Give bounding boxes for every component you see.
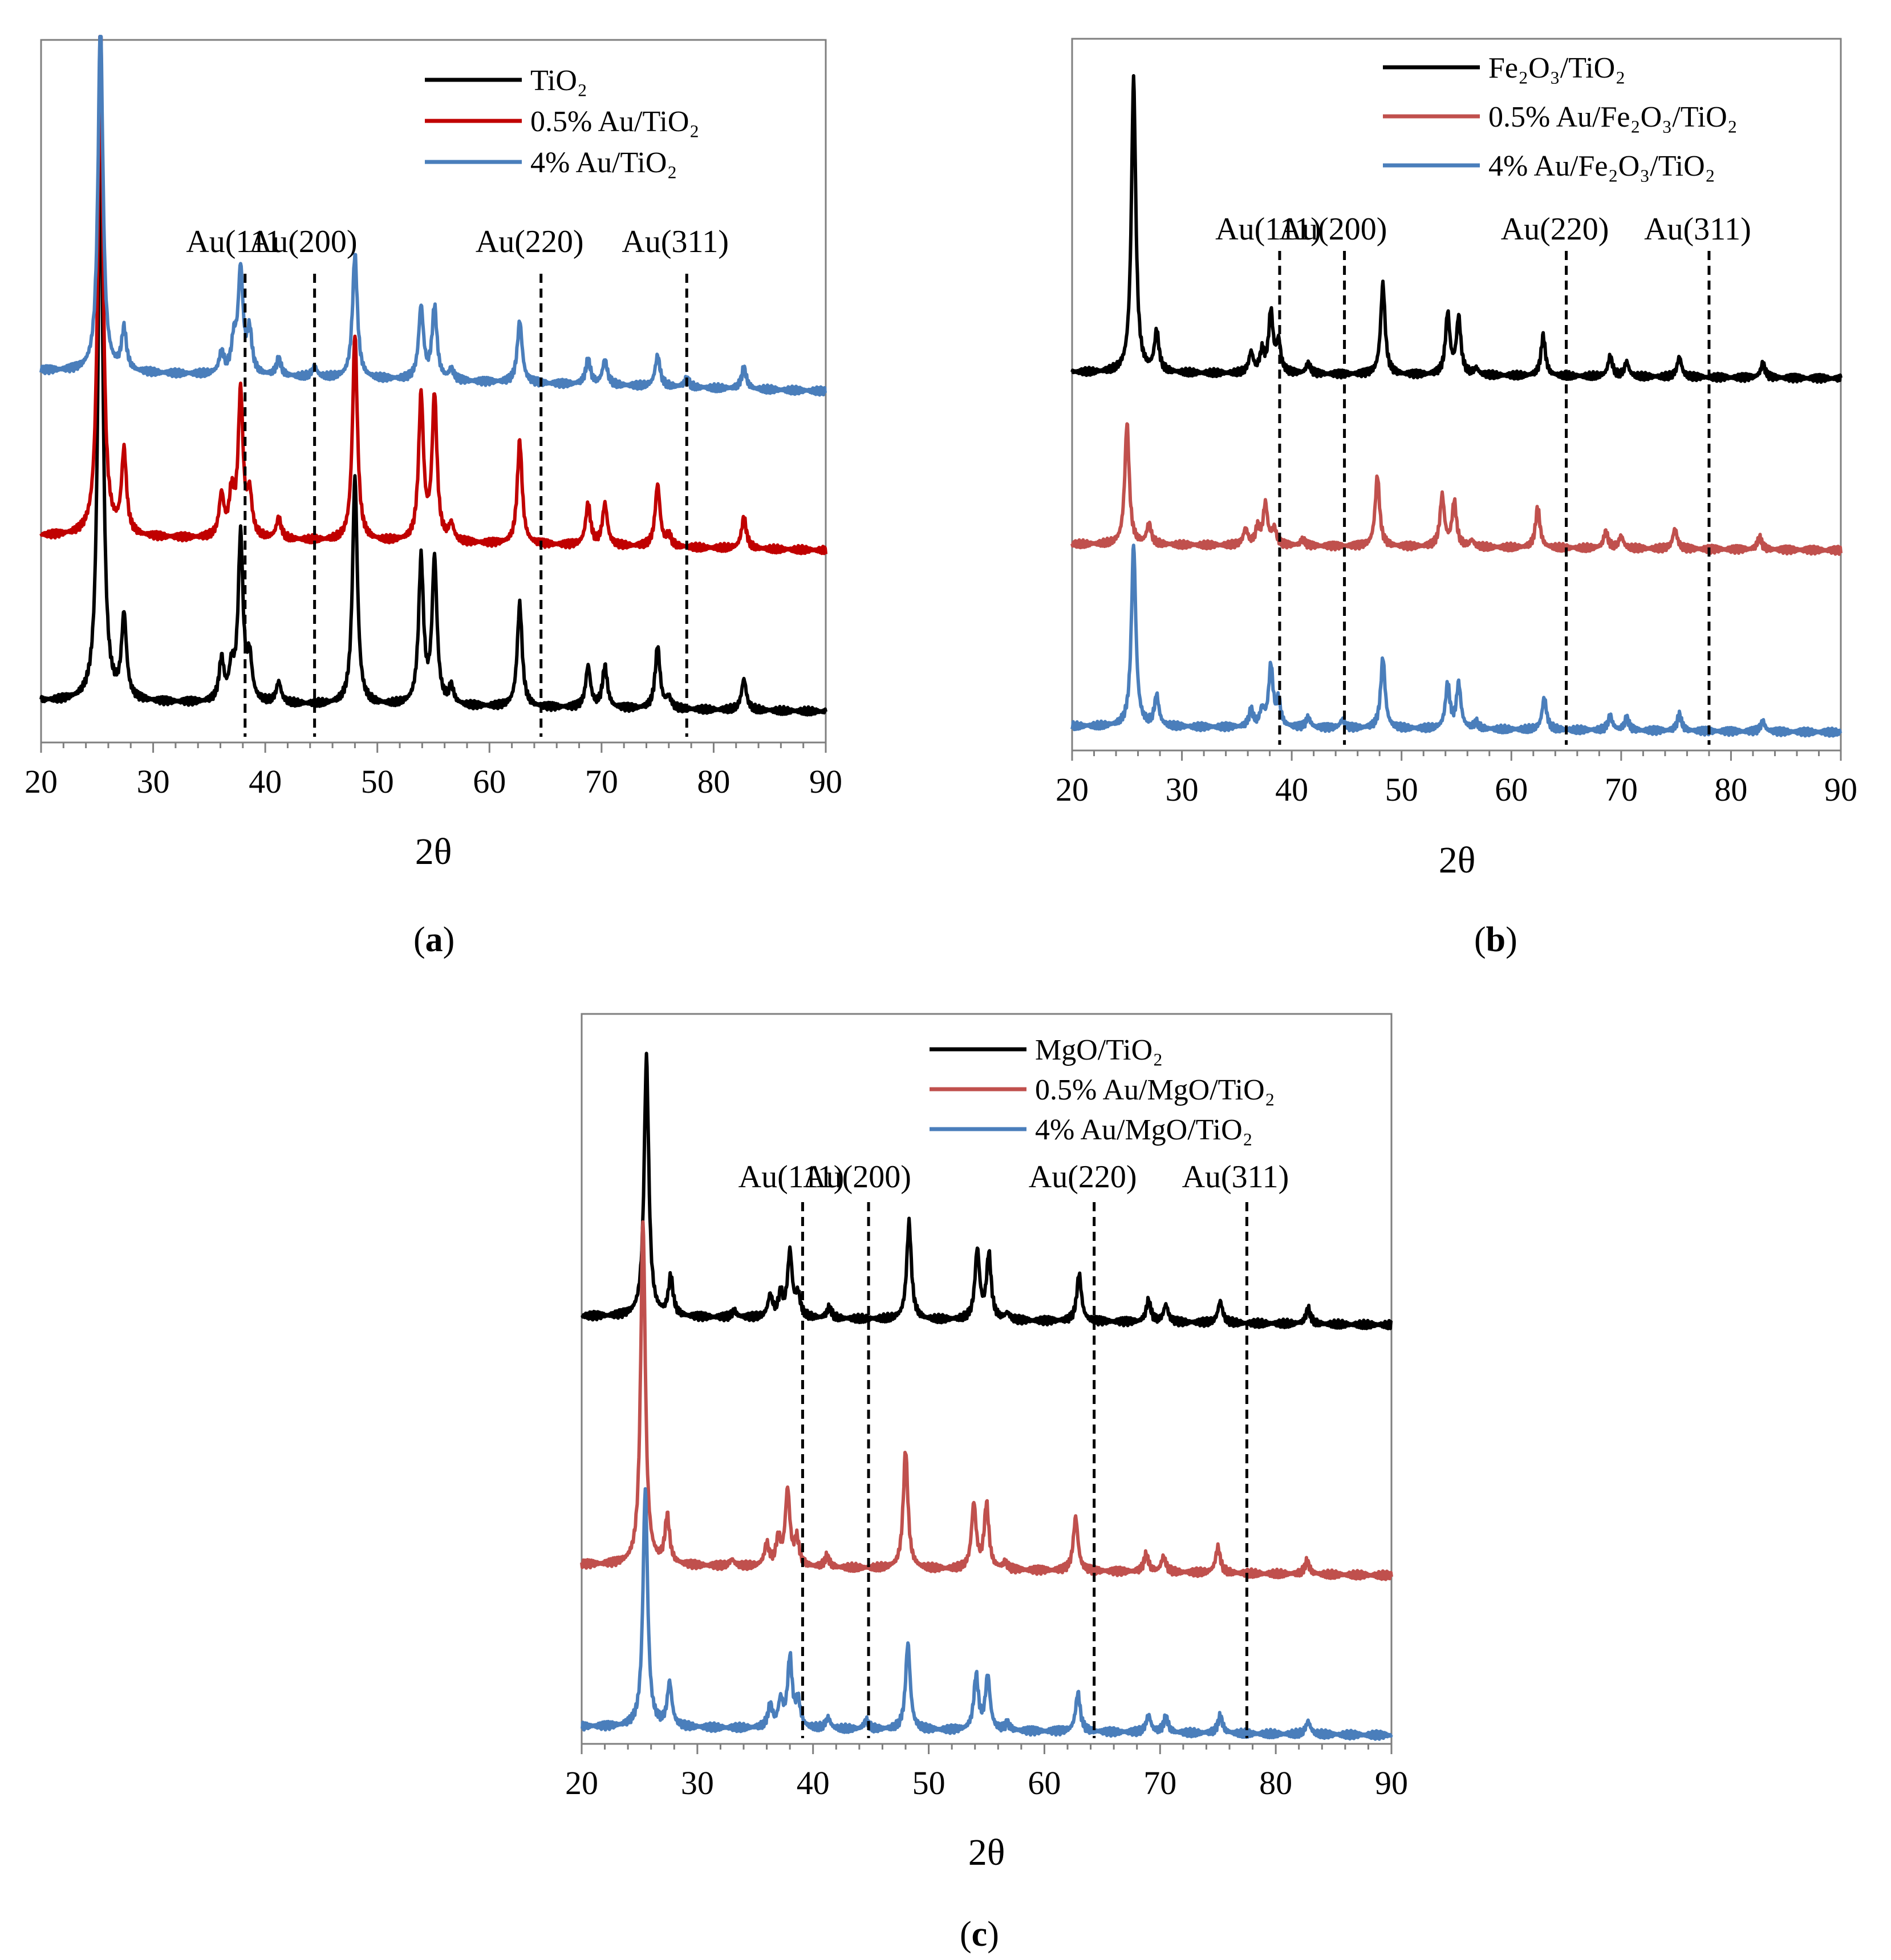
series-line <box>581 1487 1393 1741</box>
legend-entry: 4% Au/Fe₂O₃/TiO₂ <box>1488 150 1715 182</box>
plot-frame <box>1071 38 1842 752</box>
reference-line-label: Au(111) <box>738 1159 845 1195</box>
caption-letter: c <box>972 1915 988 1954</box>
x-tick-label: 20 <box>1056 771 1089 808</box>
reference-line-label: Au(200) <box>249 224 358 259</box>
x-tick-label: 70 <box>1605 771 1638 808</box>
series-line <box>39 35 827 397</box>
reference-line-label: Au(200) <box>1279 212 1387 247</box>
x-tick-label: 30 <box>681 1764 714 1801</box>
panel-caption: (b) <box>1474 920 1517 959</box>
x-tick-label: 90 <box>1824 771 1857 808</box>
reference-line-label: Au(220) <box>1501 212 1609 247</box>
caption-close: ) <box>1506 920 1517 959</box>
caption-open: ( <box>413 920 425 959</box>
caption-close: ) <box>443 920 455 959</box>
x-axis-title: 2θ <box>968 1832 1005 1873</box>
x-axis-title: 2θ <box>1439 839 1476 881</box>
x-tick-label: 40 <box>249 763 282 800</box>
x-tick-label: 50 <box>361 763 394 800</box>
x-tick-label: 20 <box>25 763 58 800</box>
legend-entry: Fe₂O₃/TiO₂ <box>1488 52 1625 84</box>
x-tick-label: 60 <box>1028 1764 1061 1801</box>
reference-line-label: Au(111 <box>186 224 281 259</box>
legend-entry: 0.5% Au/TiO₂ <box>530 105 700 138</box>
legend-entry: 0.5% Au/Fe₂O₃/TiO₂ <box>1488 101 1738 133</box>
x-tick-label: 90 <box>809 763 842 800</box>
legend-entry: 0.5% Au/MgO/TiO₂ <box>1035 1074 1275 1106</box>
plot-frame <box>581 1013 1393 1745</box>
x-tick-label: 70 <box>1143 1764 1176 1801</box>
x-tick-label: 30 <box>1166 771 1199 808</box>
x-tick-label: 30 <box>137 763 170 800</box>
caption-letter: b <box>1486 920 1506 959</box>
x-tick-label: 70 <box>585 763 618 800</box>
x-tick-label: 20 <box>565 1764 598 1801</box>
x-tick-label: 40 <box>797 1764 830 1801</box>
legend-entry: 4% Au/TiO₂ <box>530 147 677 179</box>
series-line <box>1070 74 1843 384</box>
panel-caption: (c) <box>960 1915 999 1954</box>
series-line <box>1070 543 1843 738</box>
legend-entry: TiO₂ <box>530 64 587 97</box>
reference-line-label: Au(220) <box>1029 1159 1137 1195</box>
x-tick-label: 90 <box>1375 1764 1408 1801</box>
panel-caption: (a) <box>413 920 455 959</box>
x-tick-label: 80 <box>697 763 730 800</box>
caption-open: ( <box>1474 920 1486 959</box>
chart-panel-b: 20 30 40 50 60 70 80 90 2θ Au(111)Au(200) Au(220) A… <box>1056 38 1857 959</box>
reference-line-label: Au(311) <box>1644 212 1751 247</box>
reference-line-label: Au(111) <box>1215 212 1321 247</box>
plot-frame <box>40 39 827 744</box>
series-line <box>580 1220 1393 1581</box>
series-line <box>39 120 827 717</box>
caption-letter: a <box>425 920 443 959</box>
reference-line-label: Au(200) <box>803 1159 911 1195</box>
series-line <box>580 1052 1393 1330</box>
legend-entry: MgO/TiO₂ <box>1035 1034 1163 1066</box>
x-tick-label: 60 <box>1495 771 1528 808</box>
x-axis-title: 2θ <box>415 831 452 873</box>
x-tick-label: 80 <box>1714 771 1747 808</box>
reference-line-label: Au(311) <box>622 224 729 259</box>
reference-line-label: Au(220) <box>476 224 584 259</box>
x-tick-label: 50 <box>912 1764 946 1801</box>
x-tick-label: 80 <box>1259 1764 1292 1801</box>
x-tick-label: 60 <box>473 763 506 800</box>
series-line <box>39 35 827 555</box>
legend-entry: 4% Au/MgO/TiO₂ <box>1035 1114 1253 1146</box>
x-tick-label: 50 <box>1385 771 1418 808</box>
reference-line-label: Au(311) <box>1182 1159 1289 1195</box>
caption-close: ) <box>987 1915 999 1954</box>
series-line <box>1070 422 1843 556</box>
chart-panel-c: 20 30 40 50 60 70 80 90 2θ Au(111)Au(200) Au(220) A… <box>565 1013 1408 1954</box>
caption-open: ( <box>960 1915 972 1954</box>
x-tick-label: 40 <box>1275 771 1308 808</box>
